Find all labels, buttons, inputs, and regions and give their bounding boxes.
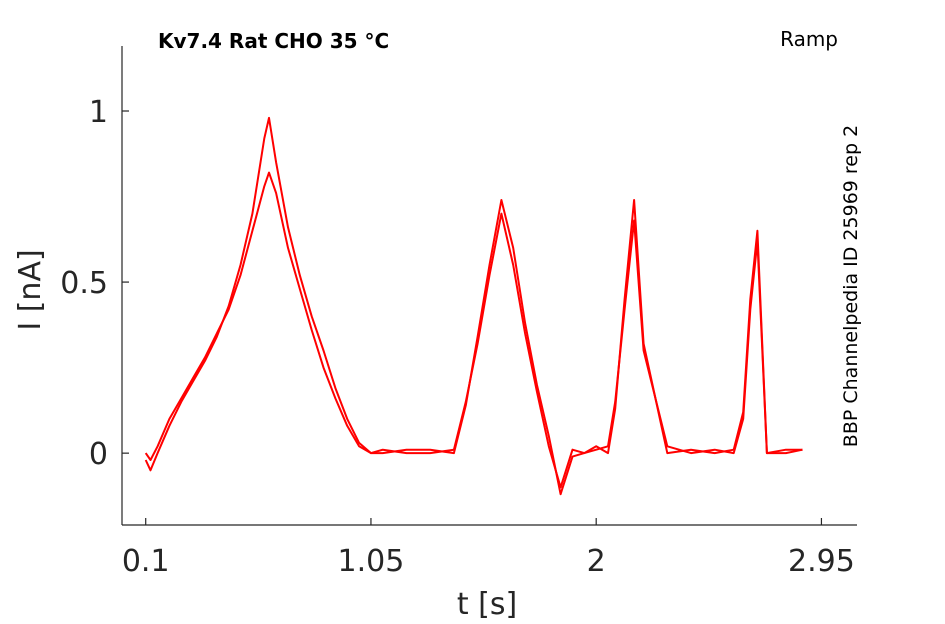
trace-line-1 [144, 171, 803, 489]
x-axis-ticks: 0.1 1.05 2 2.95 [122, 518, 855, 579]
y-tick-label: 0.5 [60, 266, 108, 301]
y-tick-label: 0 [89, 437, 108, 472]
protocol-label: Ramp [780, 27, 838, 51]
x-tick-label: 2.95 [788, 544, 855, 579]
chart-title: Kv7.4 Rat CHO 35 °C [158, 29, 389, 53]
trace-lines [144, 116, 803, 496]
x-axis-label: t [s] [457, 587, 517, 622]
x-tick-label: 2 [587, 544, 606, 579]
y-axis-ticks: 00.51 [60, 95, 129, 472]
channelpedia-id-label: BBP Channelpedia ID 25969 rep 2 [840, 125, 862, 447]
x-tick-label: 1.05 [338, 544, 405, 579]
y-tick-label: 1 [89, 95, 108, 130]
trace-line-2 [144, 116, 803, 496]
y-axis-label: I [nA] [13, 249, 48, 330]
x-tick-label: 0.1 [122, 544, 170, 579]
